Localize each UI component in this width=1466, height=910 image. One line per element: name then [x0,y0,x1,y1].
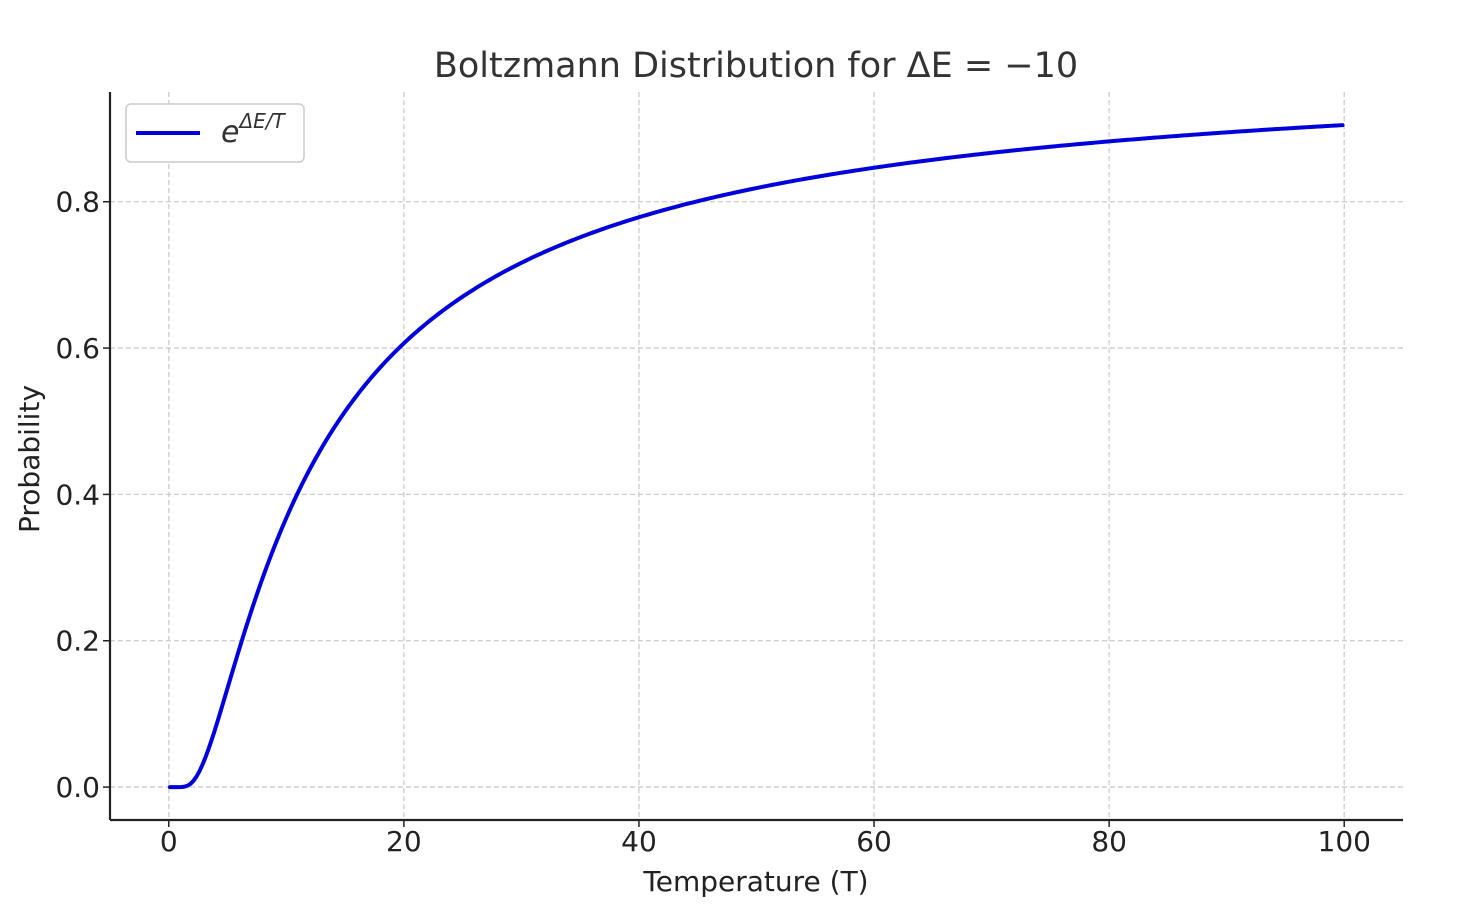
x-tick-label: 0 [160,825,178,858]
chart-title: Boltzmann Distribution for ΔE = −10 [434,46,1078,86]
legend-box [125,103,305,163]
y-tick-label: 0.0 [55,771,100,804]
x-tick-label: 80 [1091,825,1127,858]
y-tick-label: 0.4 [55,478,100,511]
x-axis-label: Temperature (T) [642,865,868,898]
x-tick-label: 40 [621,825,657,858]
grid [110,92,1403,820]
legend-label: eΔE/T [221,109,287,150]
legend: eΔE/T [125,103,305,163]
y-axis-label: Probability [13,385,46,533]
x-ticks: 0 20 40 60 80 100 [160,820,1371,858]
x-tick-label: 20 [386,825,422,858]
y-tick-label: 0.8 [55,186,100,219]
y-tick-label: 0.2 [55,625,100,658]
x-tick-label: 100 [1318,825,1371,858]
y-ticks: 0.0 0.2 0.4 0.6 0.8 [55,186,110,804]
series-line [167,123,1345,790]
x-tick-label: 60 [856,825,892,858]
y-tick-label: 0.6 [55,332,100,365]
